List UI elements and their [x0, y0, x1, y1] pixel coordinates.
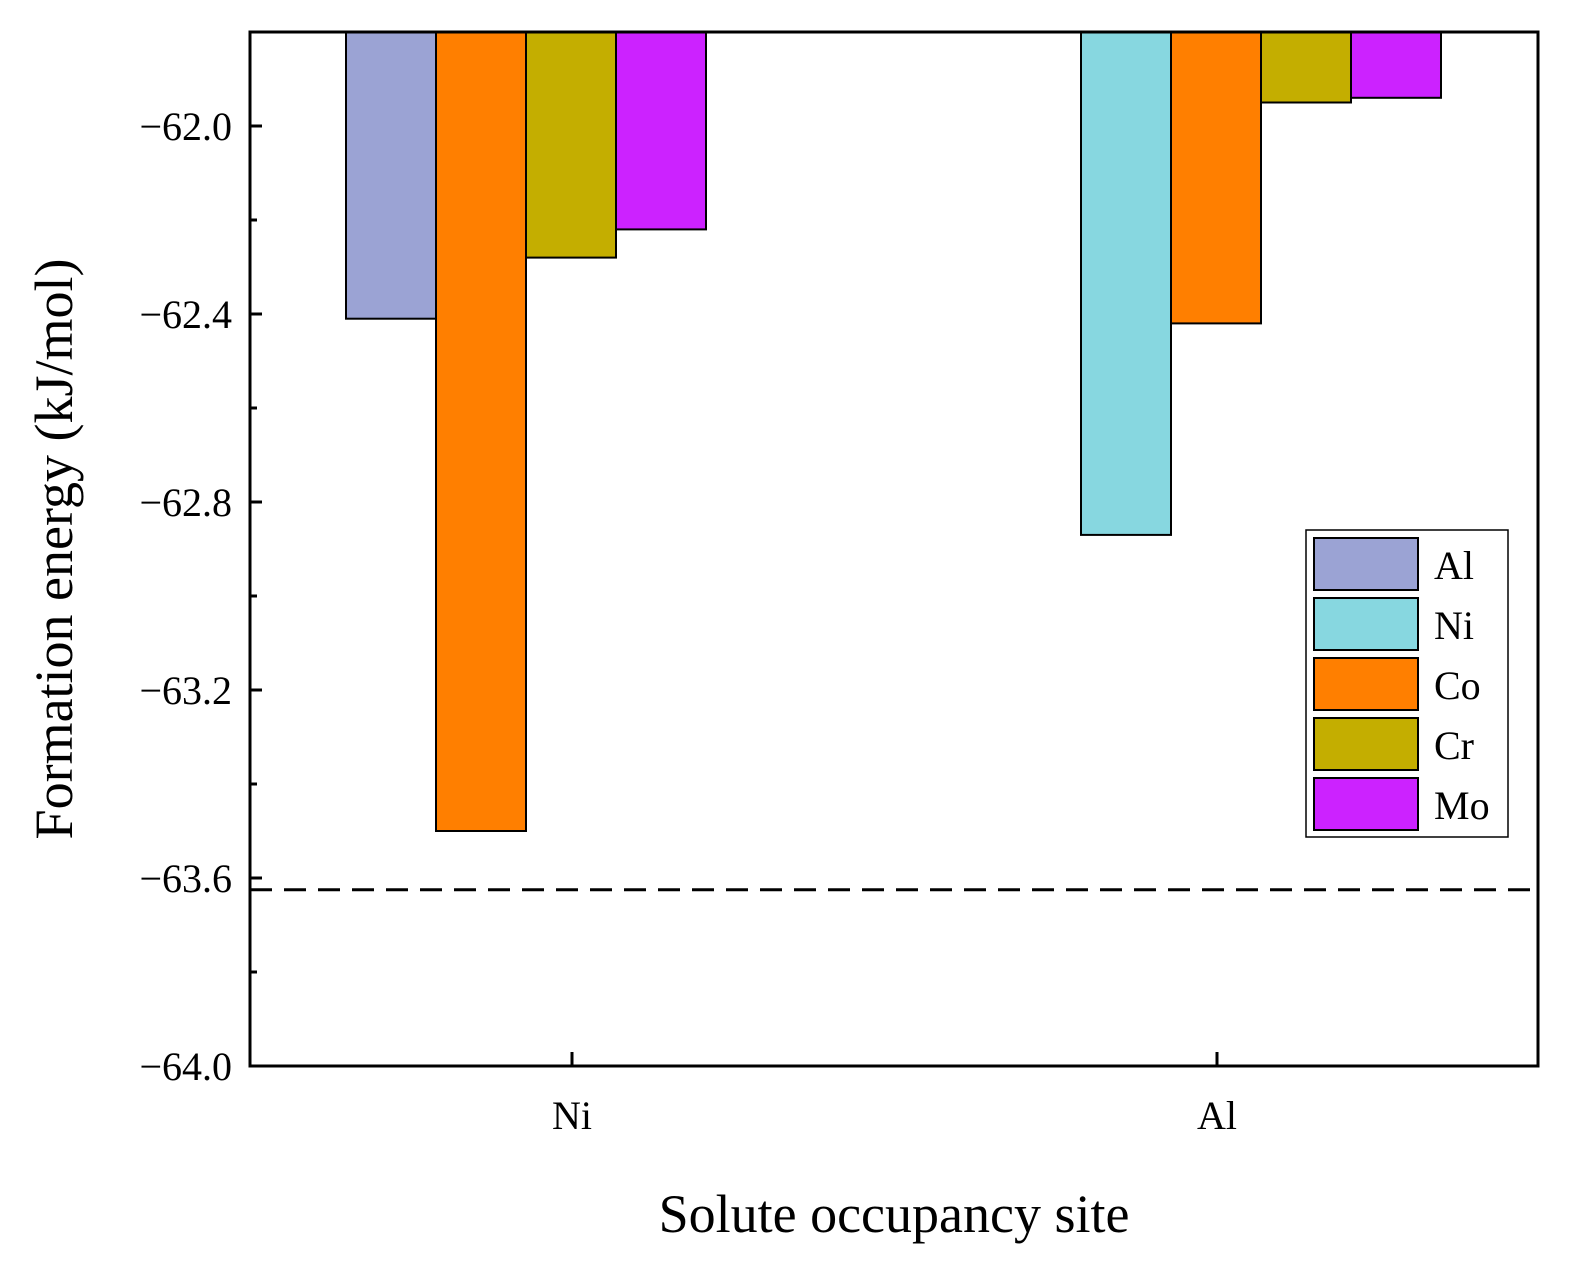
bar-al-site-co: [1170, 31, 1262, 325]
y-axis-title: Formation energy (kJ/mol): [24, 259, 84, 840]
bar-al-site-mo: [1350, 31, 1442, 99]
legend-swatch-co: [1313, 657, 1419, 711]
bars-layer: [345, 31, 1442, 832]
bar-ni-site-co: [435, 31, 527, 832]
legend-label-al: Al: [1434, 543, 1474, 588]
bar-ni-site-mo: [615, 31, 707, 231]
x-tick-label-al: Al: [1197, 1093, 1237, 1138]
bar-al-site-cr: [1260, 31, 1352, 104]
legend-label-mo: Mo: [1434, 783, 1490, 828]
legend-swatch-mo: [1313, 777, 1419, 831]
y-tick-label: −62.8: [139, 480, 232, 525]
legend-swatch-cr: [1313, 717, 1419, 771]
x-tick-label-ni: Ni: [552, 1093, 592, 1138]
y-tick-label: −63.2: [139, 668, 232, 713]
x-axis: Ni Al: [552, 1052, 1237, 1138]
x-axis-title: Solute occupancy site: [659, 1184, 1130, 1244]
legend-label-co: Co: [1434, 663, 1481, 708]
legend-swatch-al: [1313, 537, 1419, 591]
y-tick-label: −62.4: [139, 292, 232, 337]
legend: Al Ni Co Cr Mo: [1305, 529, 1509, 838]
bar-ni-site-cr: [525, 31, 617, 259]
y-tick-label: −62.0: [139, 104, 232, 149]
y-tick-label: −64.0: [139, 1044, 232, 1089]
plot-frame: [248, 30, 1540, 1068]
bar-ni-site-al: [345, 31, 437, 320]
legend-label-ni: Ni: [1434, 603, 1474, 648]
bar-al-site-ni: [1080, 31, 1172, 536]
legend-label-cr: Cr: [1434, 723, 1474, 768]
legend-swatch-ni: [1313, 597, 1419, 651]
y-axis: −62.0 −62.4 −62.8 −63.2 −63.6 −64.0: [139, 30, 262, 1089]
y-tick-label: −63.6: [139, 856, 232, 901]
